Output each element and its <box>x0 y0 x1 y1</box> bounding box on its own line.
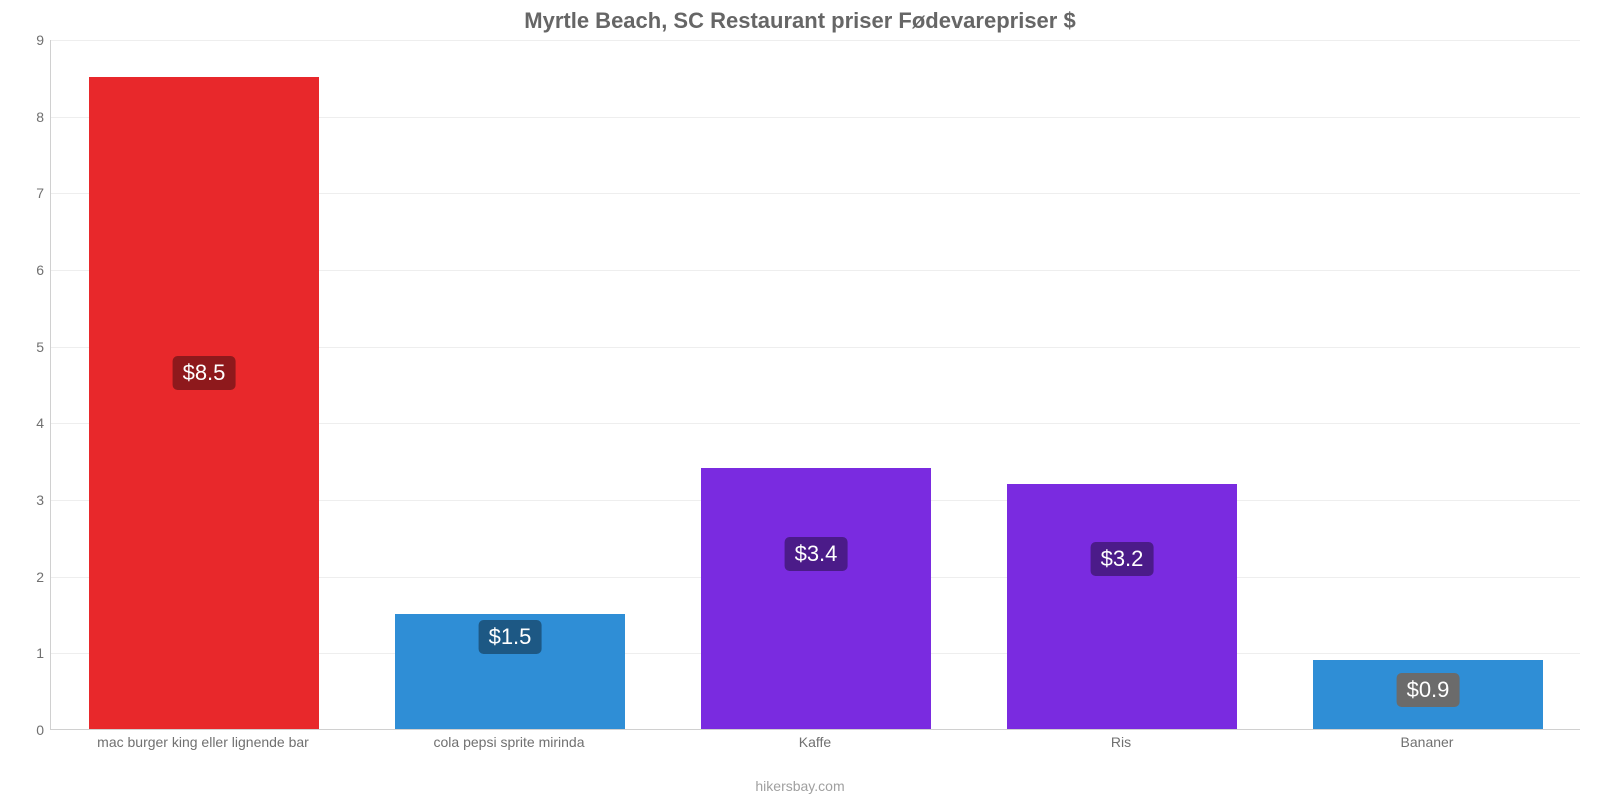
x-tick-label: Bananer <box>1401 734 1454 750</box>
attribution-text: hikersbay.com <box>0 778 1600 794</box>
y-tick-label: 0 <box>14 722 44 738</box>
x-tick-label: Ris <box>1111 734 1131 750</box>
bar-value-label: $8.5 <box>173 356 236 390</box>
y-tick-label: 4 <box>14 415 44 431</box>
y-tick-label: 2 <box>14 569 44 585</box>
y-tick-label: 7 <box>14 185 44 201</box>
y-tick-label: 3 <box>14 492 44 508</box>
bar-value-label: $1.5 <box>479 620 542 654</box>
y-tick-label: 8 <box>14 109 44 125</box>
plot-area: $8.5 $1.5 $3.4 $3.2 $0.9 <box>50 40 1580 730</box>
chart-title: Myrtle Beach, SC Restaurant priser Fødev… <box>0 0 1600 38</box>
x-tick-label: Kaffe <box>799 734 831 750</box>
y-tick-label: 6 <box>14 262 44 278</box>
bar-value-label: $0.9 <box>1397 673 1460 707</box>
bar <box>701 468 931 729</box>
y-tick-label: 1 <box>14 645 44 661</box>
y-tick-label: 5 <box>14 339 44 355</box>
x-tick-label: cola pepsi sprite mirinda <box>434 734 585 750</box>
bar <box>89 77 319 729</box>
gridline <box>51 40 1580 41</box>
bar-value-label: $3.4 <box>785 537 848 571</box>
bar <box>1007 484 1237 729</box>
bar-value-label: $3.2 <box>1091 542 1154 576</box>
x-tick-label: mac burger king eller lignende bar <box>97 734 309 750</box>
y-tick-label: 9 <box>14 32 44 48</box>
